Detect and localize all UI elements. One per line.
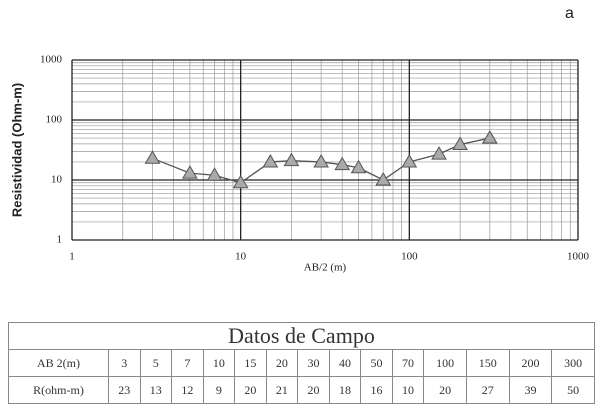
panel-label: a: [565, 5, 574, 22]
data-point: [481, 130, 498, 144]
table-cell: 9: [202, 376, 236, 404]
table-title: Datos de Campo: [8, 322, 595, 350]
table-cell: 23: [108, 376, 141, 404]
y-tick-label: 100: [46, 114, 63, 126]
y-tick-label: 10: [51, 174, 63, 186]
table-cell: 39: [508, 376, 553, 404]
table-cell: 7: [171, 349, 204, 377]
table-cell: 27: [465, 376, 510, 404]
data-point: [206, 167, 223, 181]
data-point: [182, 165, 198, 179]
table-cell: 40: [328, 349, 362, 377]
table-cell: 20: [265, 349, 299, 377]
data-point: [401, 153, 418, 168]
y-axis-title: Resistividad (Ohm-m): [9, 83, 24, 217]
table-cell: 15: [234, 349, 267, 377]
table-cell: 21: [265, 376, 299, 404]
table-cell: 16: [360, 376, 393, 404]
table-cell: 300: [551, 349, 595, 377]
table-cell: 150: [465, 349, 510, 377]
data-point: [431, 146, 447, 160]
row-label: AB 2(m): [8, 349, 109, 377]
row-label: R(ohm-m): [8, 376, 109, 404]
table-cell: 18: [328, 376, 362, 404]
table-cell: 50: [360, 349, 393, 377]
table-row: R(ohm-m) 23 13 12 9 20 21 20 18 16 10 20 27 39 50: [8, 376, 595, 404]
table-cell: 10: [391, 376, 425, 404]
table-cell: 13: [139, 376, 173, 404]
data-point: [350, 159, 367, 174]
table-cell: 100: [423, 349, 467, 377]
table-cell: 20: [423, 376, 467, 404]
table-cell: 3: [108, 349, 141, 377]
table-cell: 20: [234, 376, 267, 404]
y-tick-label: 1000: [40, 54, 63, 66]
data-point: [144, 150, 161, 164]
table-cell: 50: [551, 376, 595, 404]
data-point: [283, 152, 300, 167]
table-cell: 30: [297, 349, 330, 377]
table-cell: 70: [391, 349, 425, 377]
data-point: [452, 136, 468, 151]
data-point: [262, 153, 279, 168]
x-tick-label: 1000: [567, 251, 590, 263]
data-point: [313, 153, 330, 168]
data-table: Datos de Campo AB 2(m) 3 5 7 10 15 20 30 40 50 70 10…: [8, 322, 595, 404]
table-cell: 12: [171, 376, 204, 404]
table-title-row: Datos de Campo: [8, 322, 595, 350]
x-axis-title: AB/2 (m): [304, 262, 347, 274]
data-point: [232, 174, 249, 189]
table-cell: 200: [508, 349, 553, 377]
data-point: [375, 172, 392, 186]
x-tick-label: 10: [235, 251, 247, 263]
x-tick-label: 1: [69, 251, 75, 263]
table-cell: 5: [139, 349, 173, 377]
y-tick-label: 1: [57, 234, 63, 246]
x-tick-label: 100: [401, 251, 418, 263]
table-cell: 20: [297, 376, 330, 404]
table-row: AB 2(m) 3 5 7 10 15 20 30 40 50 70 100 150 200 300: [8, 349, 595, 377]
data-point: [334, 156, 351, 171]
table-cell: 10: [202, 349, 236, 377]
